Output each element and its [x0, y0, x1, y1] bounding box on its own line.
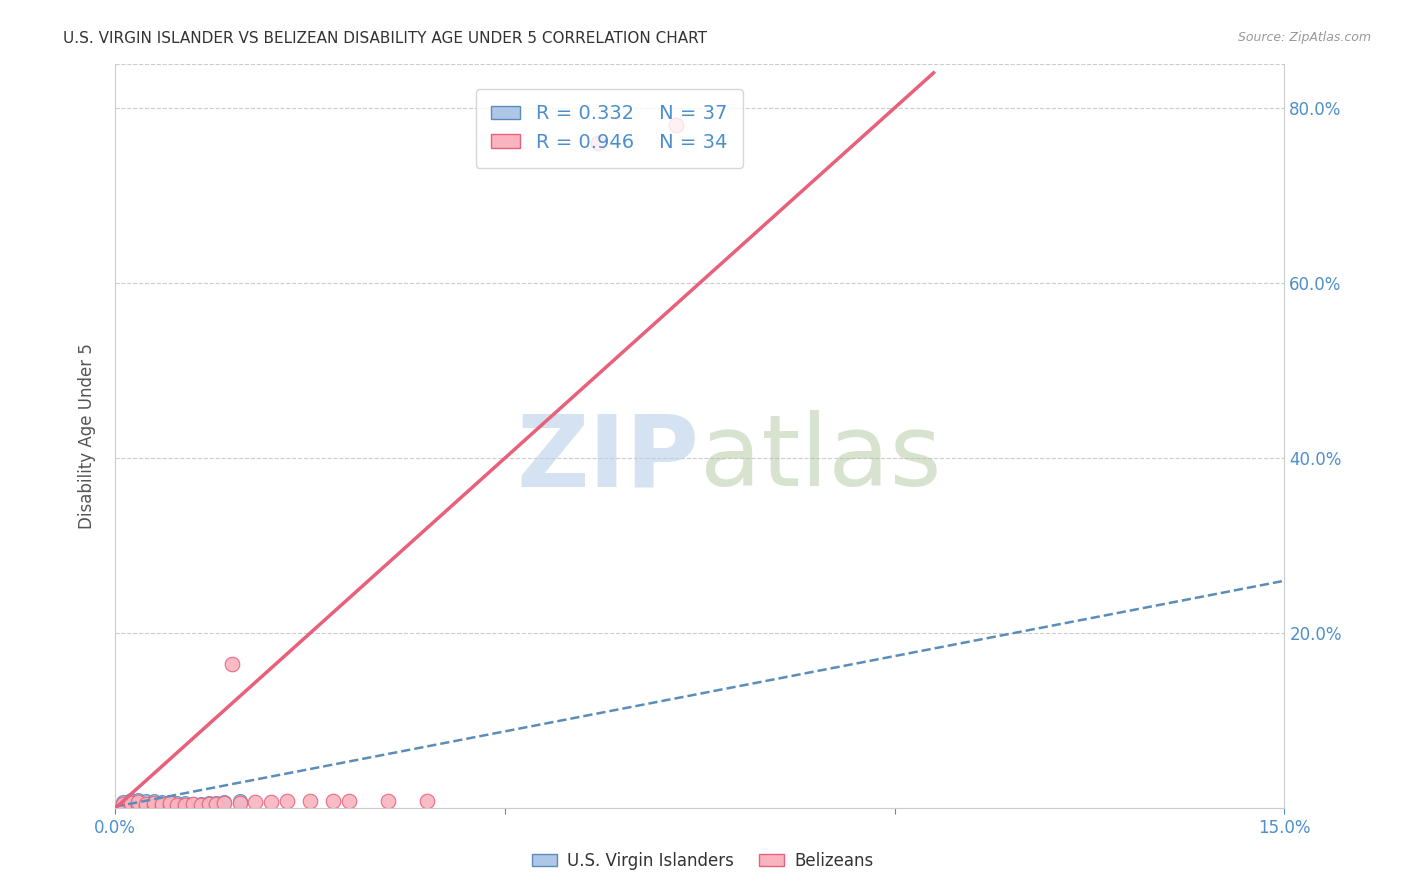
Point — [159, 795, 181, 809]
Point — [127, 793, 149, 807]
Text: ZIP: ZIP — [517, 410, 700, 507]
Text: Source: ZipAtlas.com: Source: ZipAtlas.com — [1237, 31, 1371, 45]
Point — [260, 795, 283, 809]
Point — [111, 797, 134, 811]
Point — [166, 797, 188, 812]
Point — [150, 797, 173, 811]
Point — [665, 119, 688, 133]
Point — [377, 794, 399, 808]
Text: U.S. VIRGIN ISLANDER VS BELIZEAN DISABILITY AGE UNDER 5 CORRELATION CHART: U.S. VIRGIN ISLANDER VS BELIZEAN DISABIL… — [63, 31, 707, 46]
Point — [245, 795, 267, 809]
Text: atlas: atlas — [700, 410, 942, 507]
Point — [150, 798, 173, 813]
Point — [181, 797, 204, 811]
Point — [197, 796, 219, 810]
Point — [135, 793, 157, 807]
Point — [174, 797, 197, 812]
Point — [143, 797, 166, 812]
Point — [150, 798, 173, 813]
Point — [212, 795, 235, 809]
Point — [127, 798, 149, 813]
Point — [127, 795, 149, 809]
Point — [229, 794, 252, 808]
Point — [120, 797, 142, 811]
Point — [166, 796, 188, 810]
Point — [221, 657, 243, 671]
Point — [143, 798, 166, 813]
Point — [111, 795, 134, 809]
Point — [212, 796, 235, 810]
Point — [159, 796, 181, 810]
Point — [111, 798, 134, 813]
Point — [181, 797, 204, 811]
Point — [322, 793, 344, 807]
Point — [416, 794, 439, 808]
Point — [276, 794, 298, 808]
Point — [120, 798, 142, 813]
Legend: U.S. Virgin Islanders, Belizeans: U.S. Virgin Islanders, Belizeans — [526, 846, 880, 877]
Point — [150, 795, 173, 809]
Point — [111, 798, 134, 813]
Point — [159, 797, 181, 812]
Point — [143, 794, 166, 808]
Point — [337, 793, 360, 807]
Point — [135, 797, 157, 811]
Point — [135, 795, 157, 809]
Point — [127, 798, 149, 813]
Point — [166, 797, 188, 812]
Point — [298, 794, 321, 808]
Point — [205, 796, 228, 810]
Point — [143, 796, 166, 810]
Point — [159, 797, 181, 811]
Point — [197, 797, 219, 811]
Point — [190, 797, 212, 811]
Point — [229, 796, 252, 810]
Point — [111, 797, 134, 811]
Point — [588, 136, 610, 150]
Point — [120, 796, 142, 810]
Point — [120, 798, 142, 813]
Point — [150, 797, 173, 811]
Point — [135, 798, 157, 813]
Point — [120, 793, 142, 807]
Point — [135, 798, 157, 813]
Y-axis label: Disability Age Under 5: Disability Age Under 5 — [79, 343, 96, 529]
Point — [174, 796, 197, 810]
Point — [127, 797, 149, 811]
Point — [143, 797, 166, 811]
Point — [127, 797, 149, 811]
Point — [143, 796, 166, 810]
Point — [120, 795, 142, 809]
Point — [190, 797, 212, 812]
Legend: R = 0.332    N = 37, R = 0.946    N = 34: R = 0.332 N = 37, R = 0.946 N = 34 — [475, 88, 742, 168]
Point — [159, 797, 181, 812]
Point — [174, 797, 197, 812]
Point — [143, 798, 166, 813]
Point — [135, 797, 157, 811]
Point — [205, 797, 228, 811]
Point — [127, 794, 149, 808]
Point — [127, 795, 149, 809]
